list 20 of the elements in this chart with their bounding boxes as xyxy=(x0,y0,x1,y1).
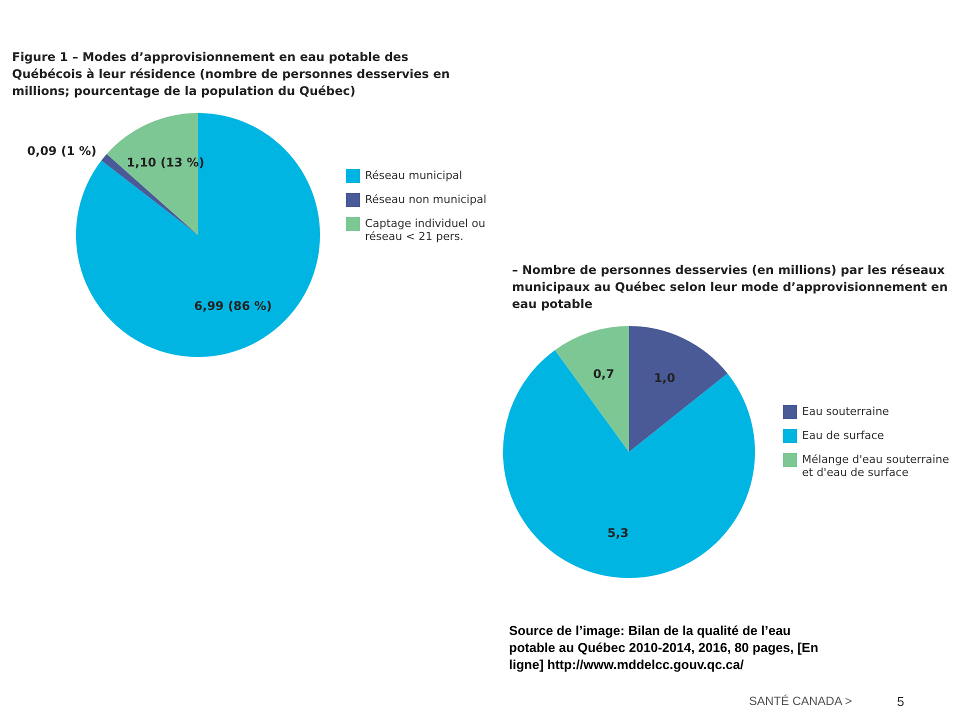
pie-slice xyxy=(554,326,629,452)
pie-slice xyxy=(76,113,320,357)
legend-label: Réseau municipal xyxy=(365,169,462,182)
legend-label: Eau souterraine xyxy=(802,405,890,418)
text: SANTÉ CANADA > xyxy=(749,694,852,708)
legend-label: Mélange d'eau souterraine et d'eau de surface xyxy=(802,453,950,479)
legend-label: Captage individuel ou réseau < 21 pers. xyxy=(365,217,486,243)
legend-label: Eau de surface xyxy=(802,429,884,442)
source-note: Source de l’image: Bilan de la qualité de l’eau potable au Québec 2010-2014, 2016, 80 pages, [En ligne] http://www.mddelcc.gouv.qc.ca/ xyxy=(509,623,818,672)
data-label: 5,3 xyxy=(607,526,629,540)
data-label: 0,09 (1 %) xyxy=(27,144,96,158)
data-label: 6,99 (86 %) xyxy=(194,299,272,314)
data-label: 0,7 xyxy=(593,367,614,382)
pie-slice xyxy=(629,326,728,452)
legend-label: Réseau non municipal xyxy=(365,193,486,206)
chart-title: Figure 1 – Modes d’approvisionnement en eau potable des Québécois à leur résidence (nombre de personnes desservies en millions; pourcentage de la population du Québec) xyxy=(12,50,450,98)
chart-title: – Nombre de personnes desservies (en millions) par les réseaux municipaux au Québec selon leur mode d’approvisionnement en eau potable xyxy=(512,263,948,311)
data-label: 1,0 xyxy=(654,371,676,386)
text: 5 xyxy=(897,694,904,709)
pie-slice xyxy=(503,350,755,578)
